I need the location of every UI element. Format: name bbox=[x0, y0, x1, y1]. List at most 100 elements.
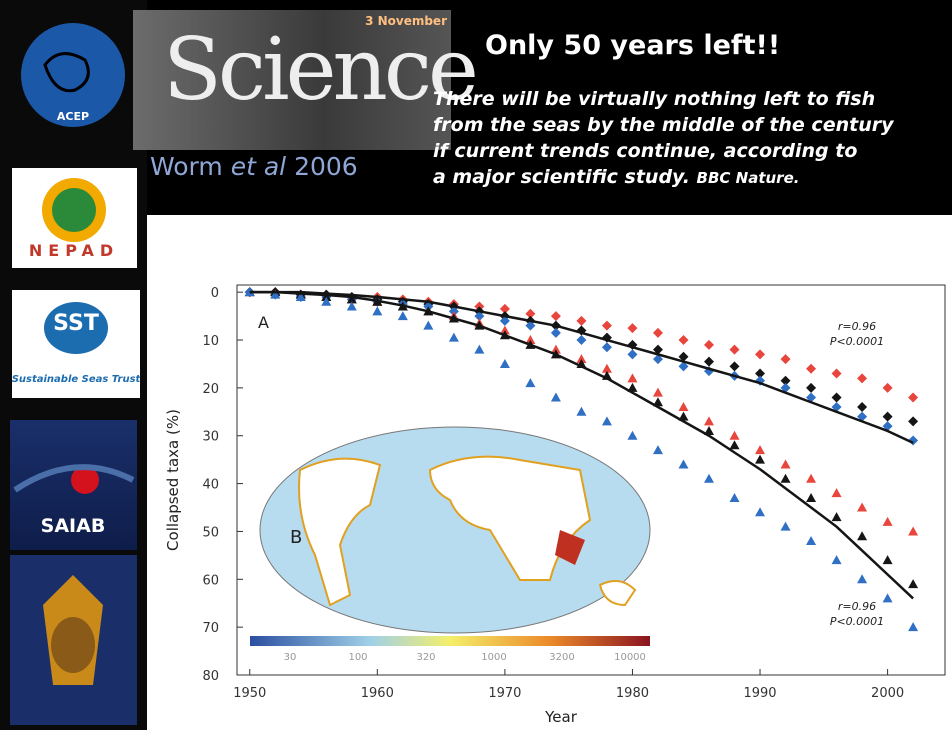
x-tick-label: 1970 bbox=[488, 686, 521, 701]
triangle-point bbox=[576, 354, 587, 364]
annotation: B bbox=[290, 527, 302, 548]
annotation: r=0.96 bbox=[838, 320, 876, 333]
triangle-point bbox=[372, 306, 383, 316]
triangle-point bbox=[499, 358, 510, 368]
colorbar-label: 1000 bbox=[481, 652, 506, 663]
diamond-point bbox=[908, 416, 919, 427]
triangle-point bbox=[346, 301, 357, 311]
diamond-point bbox=[678, 335, 689, 346]
triangle-point bbox=[755, 507, 766, 517]
diamond-point bbox=[729, 361, 740, 372]
y-axis-label: Collapsed taxa (%) bbox=[164, 409, 182, 551]
quote-text: a major scientific study. bbox=[433, 166, 690, 188]
triangle-point bbox=[780, 473, 791, 483]
quote-line: There will be virtually nothing left to … bbox=[433, 88, 876, 110]
annotation: A bbox=[258, 313, 269, 332]
triangle-point bbox=[857, 502, 868, 512]
x-tick-label: 1980 bbox=[616, 686, 649, 701]
triangle-point bbox=[780, 459, 791, 469]
diamond-point bbox=[525, 308, 536, 319]
triangle-point bbox=[831, 488, 842, 498]
colorbar-label: 100 bbox=[348, 652, 367, 663]
diamond-point bbox=[882, 382, 893, 393]
diamond-point bbox=[806, 363, 817, 374]
triangle-point bbox=[755, 454, 766, 464]
annotation: P<0.0001 bbox=[830, 335, 884, 348]
colorbar-label: 10000 bbox=[614, 652, 646, 663]
colorbar-label: 3200 bbox=[549, 652, 574, 663]
triangle-point bbox=[346, 294, 357, 304]
diamond-point bbox=[857, 411, 868, 422]
coat-of-arms bbox=[10, 555, 137, 725]
triangle-point bbox=[627, 373, 638, 383]
diamond-point bbox=[652, 327, 663, 338]
diamond-point bbox=[678, 351, 689, 362]
colorbar-label: 30 bbox=[284, 652, 297, 663]
arms-emblem bbox=[43, 575, 103, 685]
x-tick-label: 2000 bbox=[871, 686, 904, 701]
diamond-point bbox=[755, 368, 766, 379]
diamond-point bbox=[474, 311, 485, 322]
y-tick-label: 20 bbox=[202, 382, 219, 397]
diamond-point bbox=[831, 392, 842, 403]
diamond-point bbox=[780, 382, 791, 393]
triangle-point bbox=[806, 473, 817, 483]
triangle-point bbox=[729, 492, 740, 502]
triangle-point bbox=[908, 526, 919, 536]
year: 2006 bbox=[294, 152, 358, 181]
author: Worm bbox=[150, 152, 223, 181]
logo-text: NEPAD bbox=[29, 241, 119, 260]
triangle-point bbox=[423, 320, 434, 330]
triangle-point bbox=[857, 531, 868, 541]
colorbar bbox=[250, 636, 650, 646]
triangle-point bbox=[499, 325, 510, 335]
triangle-point bbox=[652, 397, 663, 407]
diamond-point bbox=[576, 335, 587, 346]
y-tick-label: 50 bbox=[202, 525, 219, 540]
triangle-point bbox=[678, 411, 689, 421]
y-tick-label: 70 bbox=[202, 621, 219, 636]
sst-emblem: SST Sustainable Seas Trust bbox=[12, 302, 142, 385]
triangle-point bbox=[729, 430, 740, 440]
y-tick-label: 60 bbox=[202, 573, 219, 588]
triangle-point bbox=[525, 378, 536, 388]
quote-line: if current trends continue, according to bbox=[433, 140, 858, 162]
diamond-point bbox=[780, 375, 791, 386]
triangle-point bbox=[882, 593, 893, 603]
acep-emblem: ACEP bbox=[21, 23, 125, 127]
quote-line: from the seas by the middle of the centu… bbox=[433, 114, 894, 136]
quote: There will be virtually nothing left to … bbox=[433, 86, 893, 191]
triangle-point bbox=[652, 387, 663, 397]
triangle-point bbox=[601, 416, 612, 426]
nepad-emblem: NEPAD bbox=[29, 178, 119, 260]
diamond-point bbox=[806, 382, 817, 393]
triangle-point bbox=[908, 579, 919, 589]
sst-logo: SST Sustainable Seas Trust bbox=[12, 290, 142, 398]
diamond-point bbox=[755, 349, 766, 360]
triangle-point bbox=[448, 332, 459, 342]
triangle-point bbox=[397, 311, 408, 321]
diamond-point bbox=[550, 311, 561, 322]
triangle-point bbox=[831, 555, 842, 565]
y-tick-label: 30 bbox=[202, 430, 219, 445]
diamond-point bbox=[831, 368, 842, 379]
triangle-point bbox=[882, 516, 893, 526]
diamond-point bbox=[550, 327, 561, 338]
saiab-emblem: SAIAB bbox=[13, 464, 135, 537]
logo-text: Sustainable Seas Trust bbox=[12, 374, 140, 385]
triangle-point bbox=[755, 445, 766, 455]
triangle-point bbox=[321, 296, 332, 306]
triangle-point bbox=[576, 406, 587, 416]
diamond-point bbox=[780, 354, 791, 365]
y-tick-label: 40 bbox=[202, 478, 219, 493]
plot-frame bbox=[236, 284, 946, 676]
triangle-point bbox=[780, 521, 791, 531]
diamond-point bbox=[908, 392, 919, 403]
diamond-point bbox=[882, 421, 893, 432]
diamond-point bbox=[806, 392, 817, 403]
triangle-point bbox=[550, 344, 561, 354]
magazine-name: Science bbox=[163, 20, 479, 120]
x-tick-label: 1960 bbox=[361, 686, 394, 701]
